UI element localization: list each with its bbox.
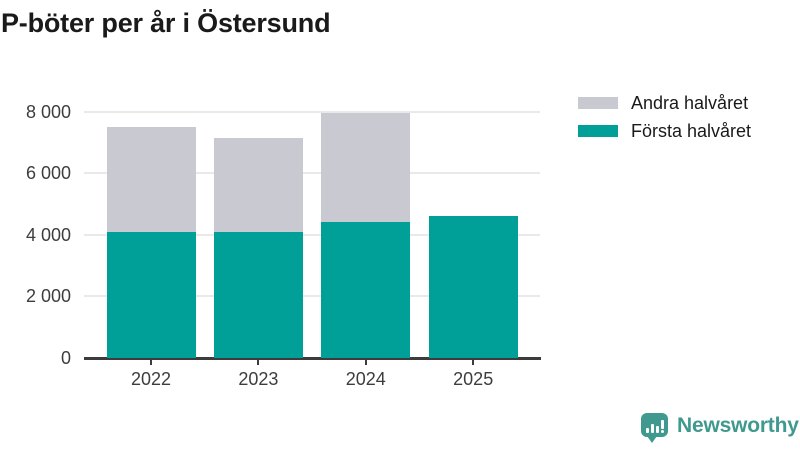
bar-2025-första-halvåret (428, 216, 518, 358)
gridline-4000 (84, 233, 540, 236)
x-tick-2022 (150, 360, 152, 365)
exclamation-icon (661, 420, 664, 433)
legend: Andra halvåret Första halvåret (578, 89, 751, 145)
legend-label-andra-halvaret: Andra halvåret (631, 92, 749, 113)
x-tick-2025 (472, 360, 475, 365)
x-tick-label-2023: 2023 (238, 369, 279, 389)
y-tick-label-0: 0 (60, 348, 71, 368)
chart-title: P-böter per år i Östersund (1, 8, 331, 38)
legend-item-andra-halvaret: Andra halvåret (578, 89, 751, 117)
y-tick-label-2000: 2 000 (25, 286, 71, 307)
legend-item-forsta-halvaret: Första halvåret (578, 117, 751, 145)
bar-2022-första-halvåret (106, 231, 196, 358)
bar-2023-andra-halvåret (213, 137, 303, 232)
gridline-8000 (84, 110, 540, 113)
newsworthy-wordmark: Newsworthy (677, 414, 799, 437)
bar-2022-andra-halvåret (106, 126, 196, 232)
legend-swatch-forsta-halvaret (578, 125, 618, 137)
gridline-2000 (84, 295, 540, 298)
mini-bar-chart-icon (646, 420, 664, 433)
x-axis-line (84, 357, 541, 360)
bar-2024-andra-halvåret (321, 113, 411, 223)
x-tick-label-2024: 2024 (345, 369, 386, 389)
x-tick-2023 (257, 360, 260, 365)
legend-swatch-andra-halvaret (578, 97, 618, 109)
x-tick-label-2022: 2022 (130, 369, 172, 389)
y-tick-label-6000: 6 000 (25, 163, 71, 184)
y-tick-label-8000: 8 000 (25, 101, 71, 122)
x-tick-2024 (364, 360, 367, 365)
y-tick-label-4000: 4 000 (25, 224, 71, 245)
gridline-6000 (84, 172, 540, 175)
bar-2023-första-halvåret (213, 231, 303, 358)
legend-label-forsta-halvaret: Första halvåret (631, 120, 752, 141)
bar-2024-första-halvåret (321, 222, 411, 358)
newsworthy-logo[interactable]: Newsworthy (641, 413, 799, 443)
x-tick-label-2025: 2025 (453, 369, 494, 389)
newsworthy-speech-bubble-chart-icon (641, 413, 668, 443)
